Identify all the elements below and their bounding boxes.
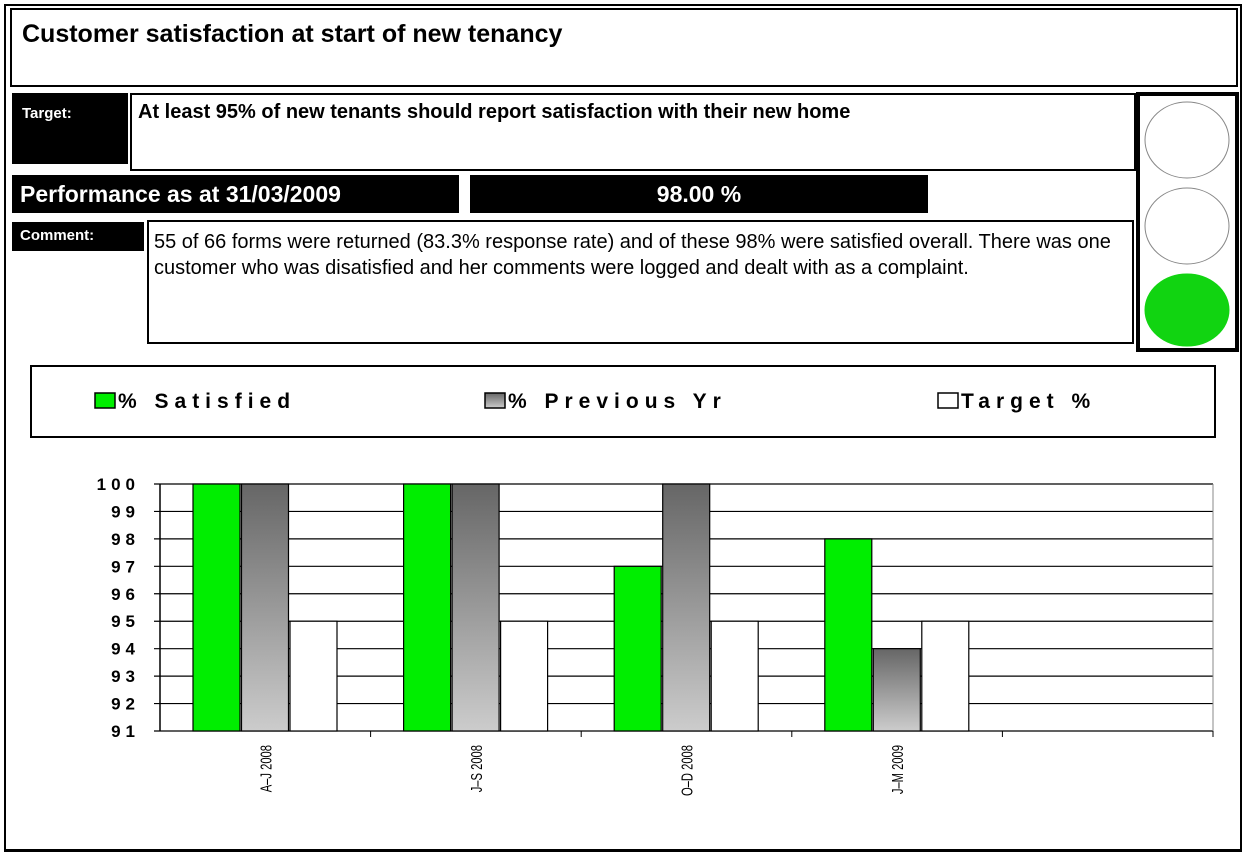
legend-label: % Satisfied bbox=[118, 390, 296, 413]
x-tick-label: A–J 2008 bbox=[256, 745, 275, 793]
comment-box: 55 of 66 forms were returned (83.3% resp… bbox=[147, 220, 1134, 344]
y-tick-label: 98 bbox=[111, 530, 140, 549]
legend-label: % Previous Yr bbox=[508, 390, 727, 413]
legend-swatch bbox=[484, 392, 506, 409]
title-box: Customer satisfaction at start of new te… bbox=[10, 8, 1238, 87]
x-tick-label: J–S 2008 bbox=[467, 745, 486, 793]
bar bbox=[613, 565, 662, 732]
bar bbox=[451, 483, 500, 732]
lights bbox=[1144, 101, 1230, 347]
y-tick-label: 95 bbox=[111, 612, 140, 631]
outer-border bbox=[4, 4, 1242, 852]
target-label: Target: bbox=[12, 93, 128, 164]
y-tick-label: 99 bbox=[111, 502, 140, 521]
y-tick-label: 100 bbox=[97, 475, 140, 494]
legend-swatch bbox=[937, 392, 959, 409]
red-light bbox=[1144, 101, 1230, 179]
bar bbox=[240, 483, 290, 732]
legend-swatch bbox=[94, 392, 116, 409]
bar bbox=[403, 483, 452, 732]
y-tick-label: 92 bbox=[111, 695, 140, 714]
y-tick-label: 96 bbox=[111, 585, 140, 604]
green-light bbox=[1144, 273, 1230, 347]
y-tick-label: 94 bbox=[111, 640, 140, 659]
performance-value: 98.00 % bbox=[470, 175, 928, 213]
bar bbox=[872, 648, 921, 732]
y-tick-label: 91 bbox=[111, 722, 140, 741]
x-tick-label: J–M 2009 bbox=[888, 745, 907, 794]
legend-label: Target % bbox=[961, 390, 1096, 413]
bar bbox=[921, 620, 970, 732]
title: Customer satisfaction at start of new te… bbox=[22, 20, 563, 48]
bar bbox=[662, 483, 711, 732]
y-tick-label: 93 bbox=[111, 667, 140, 686]
bar bbox=[289, 620, 338, 732]
x-tick-label: O–D 2008 bbox=[677, 745, 696, 796]
bar bbox=[500, 620, 549, 732]
comment-label: Comment: bbox=[12, 222, 144, 251]
amber-light bbox=[1144, 187, 1230, 265]
bar bbox=[710, 620, 759, 732]
bar bbox=[824, 538, 873, 732]
bar bbox=[192, 483, 241, 732]
y-tick-label: 97 bbox=[111, 557, 140, 576]
performance-label: Performance as at 31/03/2009 bbox=[12, 175, 459, 213]
target-box: At least 95% of new tenants should repor… bbox=[130, 93, 1136, 171]
traffic-light bbox=[1136, 92, 1239, 352]
legend-box bbox=[30, 365, 1216, 438]
